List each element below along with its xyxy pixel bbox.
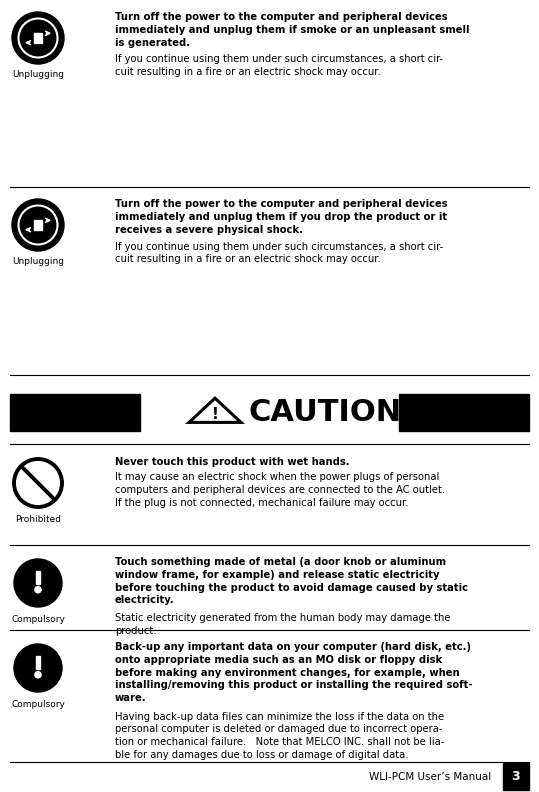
Text: !: ! — [212, 407, 218, 422]
Text: Unplugging: Unplugging — [12, 70, 64, 79]
Bar — [503, 763, 529, 790]
Text: WLI-PCM User’s Manual: WLI-PCM User’s Manual — [369, 772, 491, 782]
Text: Having back-up data files can minimize the loss if the data on the
personal comp: Having back-up data files can minimize t… — [115, 711, 444, 760]
Text: If you continue using them under such circumstances, a short cir-
cuit resulting: If you continue using them under such ci… — [115, 55, 443, 78]
Circle shape — [12, 12, 64, 64]
Circle shape — [14, 459, 62, 507]
Text: Touch something made of metal (a door knob or aluminum
window frame, for example: Touch something made of metal (a door kn… — [115, 557, 468, 605]
Bar — [399, 394, 529, 431]
Bar — [10, 394, 140, 431]
Text: Turn off the power to the computer and peripheral devices
immediately and unplug: Turn off the power to the computer and p… — [115, 12, 469, 48]
Text: Turn off the power to the computer and peripheral devices
immediately and unplug: Turn off the power to the computer and p… — [115, 199, 447, 234]
Text: Static electricity generated from the human body may damage the
product.: Static electricity generated from the hu… — [115, 613, 451, 636]
Bar — [34, 33, 42, 43]
Bar — [36, 570, 40, 584]
Text: Unplugging: Unplugging — [12, 257, 64, 266]
Text: If you continue using them under such circumstances, a short cir-
cuit resulting: If you continue using them under such ci… — [115, 242, 443, 265]
Circle shape — [14, 559, 62, 607]
Bar — [34, 220, 42, 230]
Text: 3: 3 — [512, 771, 520, 783]
Text: CAUTION: CAUTION — [248, 398, 401, 427]
Circle shape — [35, 672, 41, 678]
Text: Compulsory: Compulsory — [11, 615, 65, 624]
Text: Never touch this product with wet hands.: Never touch this product with wet hands. — [115, 457, 350, 467]
Circle shape — [12, 199, 64, 251]
Text: It may cause an electric shock when the power plugs of personal
computers and pe: It may cause an electric shock when the … — [115, 473, 445, 508]
Bar — [36, 656, 40, 668]
Text: Back-up any important data on your computer (hard disk, etc.)
onto appropriate m: Back-up any important data on your compu… — [115, 642, 473, 703]
Text: Prohibited: Prohibited — [15, 515, 61, 524]
Text: Compulsory: Compulsory — [11, 700, 65, 709]
Circle shape — [14, 644, 62, 692]
Circle shape — [35, 587, 41, 593]
